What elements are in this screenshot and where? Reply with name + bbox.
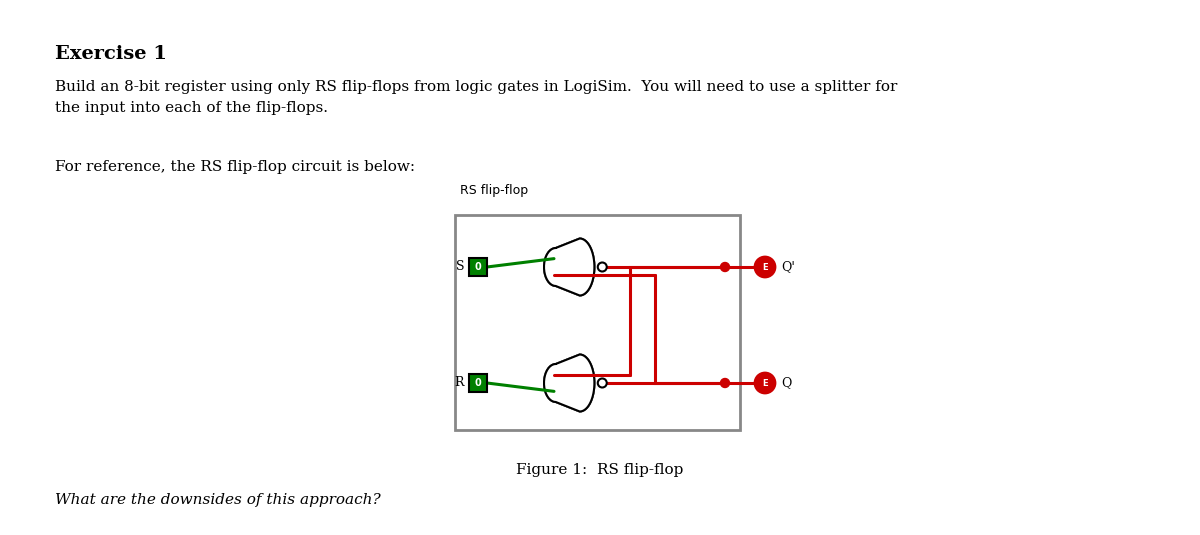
Polygon shape: [544, 355, 594, 411]
Text: E: E: [762, 263, 768, 271]
Circle shape: [598, 378, 607, 387]
FancyBboxPatch shape: [455, 215, 740, 430]
Circle shape: [598, 263, 607, 271]
Circle shape: [758, 260, 772, 274]
Text: RS flip-flop: RS flip-flop: [460, 184, 528, 197]
Circle shape: [755, 373, 775, 393]
Text: Figure 1:  RS flip-flop: Figure 1: RS flip-flop: [516, 463, 684, 477]
Text: Build an 8-bit register using only RS flip-flops from logic gates in LogiSim.  Y: Build an 8-bit register using only RS fl…: [55, 80, 898, 114]
Text: E: E: [762, 378, 768, 387]
Text: 0: 0: [475, 378, 481, 388]
Circle shape: [758, 376, 772, 390]
Text: R: R: [455, 377, 464, 389]
Text: S: S: [456, 261, 464, 273]
Circle shape: [755, 257, 775, 277]
Circle shape: [720, 263, 730, 271]
Text: Exercise 1: Exercise 1: [55, 45, 167, 63]
Text: 0: 0: [475, 262, 481, 272]
FancyBboxPatch shape: [469, 374, 487, 392]
Circle shape: [720, 378, 730, 387]
Polygon shape: [544, 239, 594, 295]
Text: For reference, the RS flip-flop circuit is below:: For reference, the RS flip-flop circuit …: [55, 160, 415, 174]
Text: Q: Q: [781, 377, 791, 389]
Text: What are the downsides of this approach?: What are the downsides of this approach?: [55, 493, 380, 507]
FancyBboxPatch shape: [469, 258, 487, 276]
Text: Q': Q': [781, 261, 794, 273]
